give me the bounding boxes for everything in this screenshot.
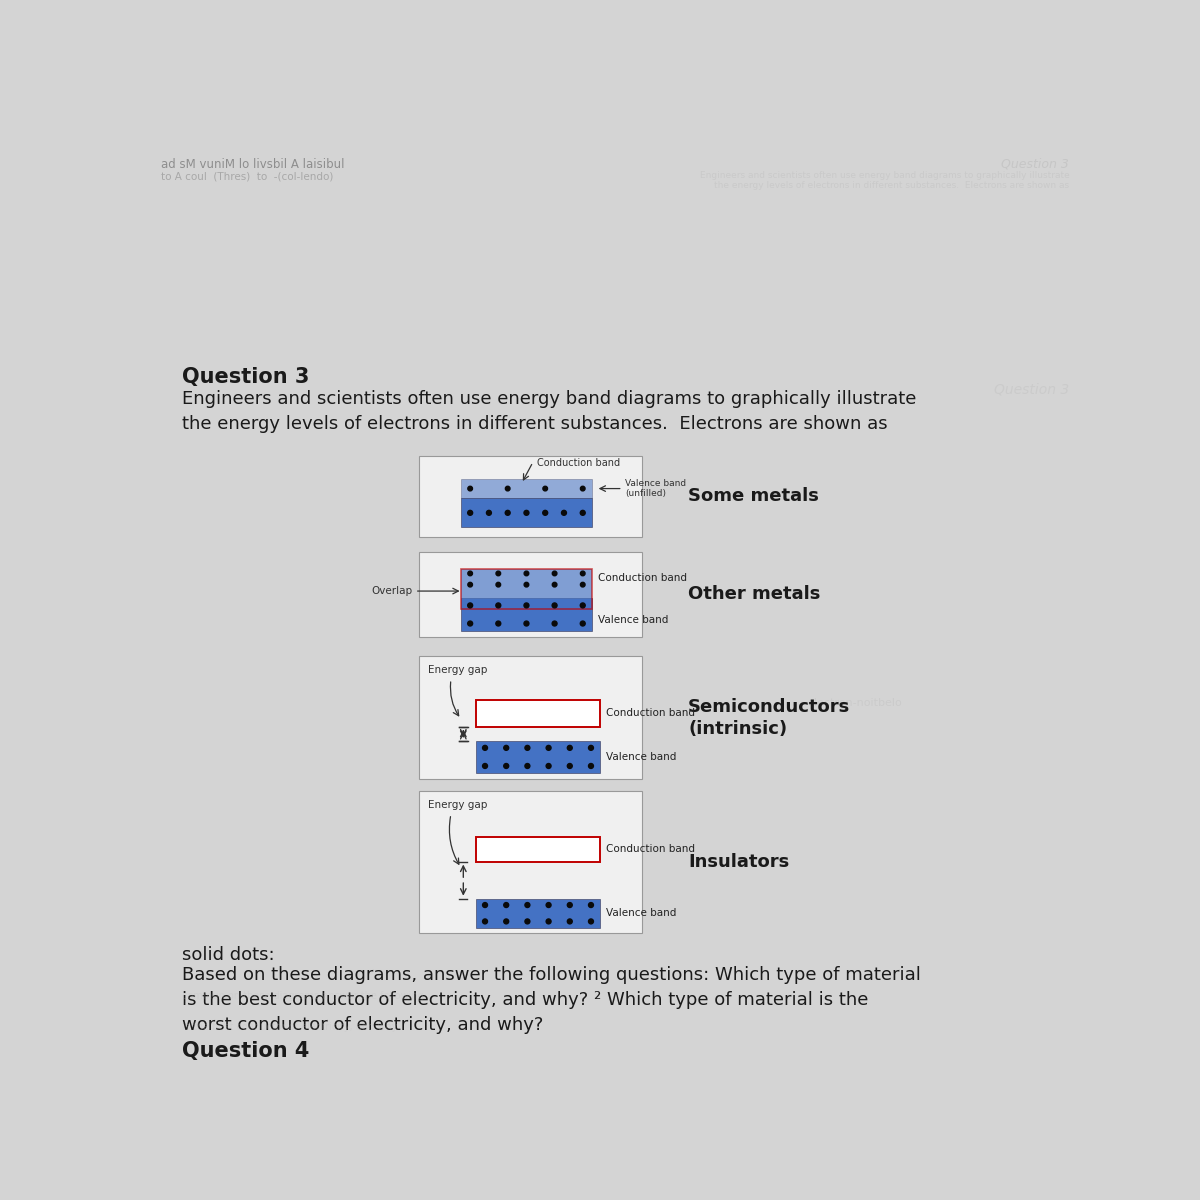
Bar: [476, 740, 600, 773]
Circle shape: [505, 510, 510, 515]
Bar: [476, 700, 600, 727]
Circle shape: [524, 745, 530, 750]
Text: Other metals: Other metals: [688, 586, 821, 604]
Text: Conduction band: Conduction band: [536, 458, 620, 468]
Circle shape: [581, 582, 586, 587]
Bar: [461, 479, 592, 498]
Circle shape: [542, 510, 547, 515]
Circle shape: [542, 486, 547, 491]
Bar: [461, 599, 592, 631]
Circle shape: [568, 745, 572, 750]
Circle shape: [524, 582, 529, 587]
Text: Question 3: Question 3: [182, 367, 310, 388]
Bar: [476, 838, 600, 862]
Circle shape: [552, 571, 557, 576]
Circle shape: [482, 763, 487, 768]
Text: Based on these diagrams, answer the following questions: Which type of material
: Based on these diagrams, answer the foll…: [182, 966, 922, 1034]
Text: ad sM vuniM lo livsbil A laisibul: ad sM vuniM lo livsbil A laisibul: [161, 158, 344, 170]
Text: the energy levels of electrons in different substances.  Electrons are shown as: the energy levels of electrons in differ…: [714, 181, 1069, 190]
Circle shape: [524, 622, 529, 626]
Circle shape: [504, 919, 509, 924]
Circle shape: [546, 763, 551, 768]
Circle shape: [468, 582, 473, 587]
Circle shape: [581, 510, 586, 515]
Text: Energy gap: Energy gap: [428, 800, 487, 810]
Text: Overlap: Overlap: [371, 586, 413, 596]
Circle shape: [468, 510, 473, 515]
Circle shape: [581, 571, 586, 576]
Text: Valence band
(unfilled): Valence band (unfilled): [625, 479, 686, 498]
Text: Question 4: Question 4: [182, 1042, 310, 1061]
Text: commun on these diagrams answer the following: commun on these diagrams answer the foll…: [182, 991, 424, 1001]
Bar: [461, 569, 592, 610]
Text: to A coul  (Thres)  to  -(col-lendo): to A coul (Thres) to -(col-lendo): [161, 172, 334, 181]
Circle shape: [496, 571, 500, 576]
Circle shape: [588, 745, 594, 750]
Circle shape: [496, 622, 500, 626]
Text: Valence band: Valence band: [606, 908, 676, 918]
Bar: [419, 656, 642, 779]
Text: Question 3: Question 3: [1002, 158, 1069, 170]
Text: Question 3: Question 3: [994, 383, 1069, 397]
Text: Conduction band: Conduction band: [606, 845, 695, 854]
Text: Conduction band: Conduction band: [598, 574, 688, 583]
Circle shape: [568, 763, 572, 768]
Circle shape: [468, 602, 473, 608]
Bar: [419, 456, 642, 536]
Circle shape: [546, 919, 551, 924]
Text: solid dots:: solid dots:: [182, 947, 275, 965]
Circle shape: [546, 745, 551, 750]
Circle shape: [552, 602, 557, 608]
Circle shape: [468, 622, 473, 626]
Circle shape: [504, 763, 509, 768]
Circle shape: [482, 902, 487, 907]
Circle shape: [588, 763, 594, 768]
Circle shape: [482, 919, 487, 924]
Circle shape: [524, 571, 529, 576]
Circle shape: [546, 902, 551, 907]
Circle shape: [468, 571, 473, 576]
Circle shape: [524, 902, 530, 907]
Text: Some metals: Some metals: [688, 487, 820, 505]
Circle shape: [552, 582, 557, 587]
Circle shape: [562, 510, 566, 515]
Circle shape: [524, 763, 530, 768]
Text: Valence band: Valence band: [598, 614, 668, 625]
Circle shape: [524, 510, 529, 515]
Circle shape: [568, 919, 572, 924]
Circle shape: [482, 745, 487, 750]
Circle shape: [496, 582, 500, 587]
Text: electron-noitbelo: electron-noitbelo: [808, 698, 902, 708]
Circle shape: [505, 486, 510, 491]
Circle shape: [504, 745, 509, 750]
Bar: [419, 791, 642, 934]
Circle shape: [504, 902, 509, 907]
Circle shape: [588, 919, 594, 924]
Bar: [476, 899, 600, 928]
Circle shape: [524, 919, 530, 924]
Text: Insulators: Insulators: [688, 853, 790, 871]
Circle shape: [468, 486, 473, 491]
Circle shape: [568, 902, 572, 907]
Text: Valence band: Valence band: [606, 752, 676, 762]
Circle shape: [496, 602, 500, 608]
Bar: [461, 498, 592, 528]
Text: Semiconductors
(intrinsic): Semiconductors (intrinsic): [688, 697, 851, 738]
Circle shape: [486, 510, 491, 515]
Circle shape: [552, 622, 557, 626]
Text: Engineers and scientists often use energy band diagrams to graphically illustrat: Engineers and scientists often use energ…: [700, 170, 1069, 180]
Bar: [419, 552, 642, 637]
Circle shape: [581, 622, 586, 626]
Circle shape: [581, 486, 586, 491]
Circle shape: [588, 902, 594, 907]
Text: is the best conductor of electricity, and why: is the best conductor of electricity, an…: [182, 1022, 397, 1032]
Text: Energy gap: Energy gap: [428, 665, 487, 676]
Text: Engineers and scientists often use energy band diagrams to graphically illustrat: Engineers and scientists often use energ…: [182, 390, 917, 433]
Circle shape: [524, 602, 529, 608]
Circle shape: [581, 602, 586, 608]
Text: Conduction band: Conduction band: [606, 708, 695, 719]
